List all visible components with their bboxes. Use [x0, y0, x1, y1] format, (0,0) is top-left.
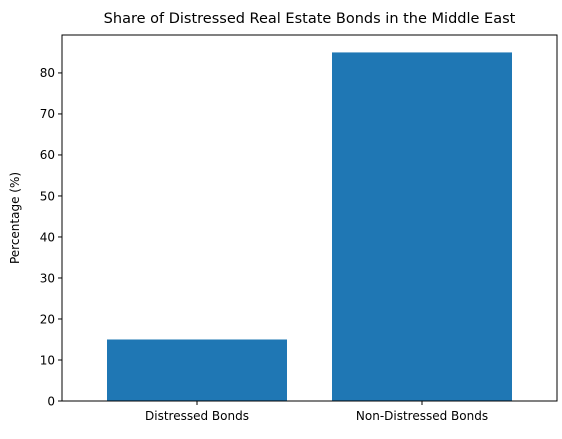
y-tick-label: 20 [40, 312, 55, 326]
y-axis-ticks: 0 10 20 30 40 50 60 70 80 [40, 66, 62, 408]
y-tick-label: 70 [40, 107, 55, 121]
y-tick-label: 50 [40, 189, 55, 203]
y-tick-label: 80 [40, 66, 55, 80]
bar-distressed-bonds [107, 339, 287, 401]
y-axis-label: Percentage (%) [8, 172, 22, 264]
y-tick-label: 60 [40, 148, 55, 162]
x-tick-label: Non-Distressed Bonds [356, 409, 488, 423]
y-tick-label: 10 [40, 353, 55, 367]
x-tick-label: Distressed Bonds [145, 409, 249, 423]
y-tick-label: 40 [40, 230, 55, 244]
y-tick-label: 30 [40, 271, 55, 285]
plot-area-frame [61, 34, 558, 402]
bar-non-distressed-bonds [332, 52, 512, 402]
chart-title: Share of Distressed Real Estate Bonds in… [104, 11, 516, 27]
bars-layer [107, 52, 512, 402]
y-tick-label: 0 [47, 394, 55, 408]
x-axis-ticks: Distressed Bonds Non-Distressed Bonds [145, 401, 488, 423]
